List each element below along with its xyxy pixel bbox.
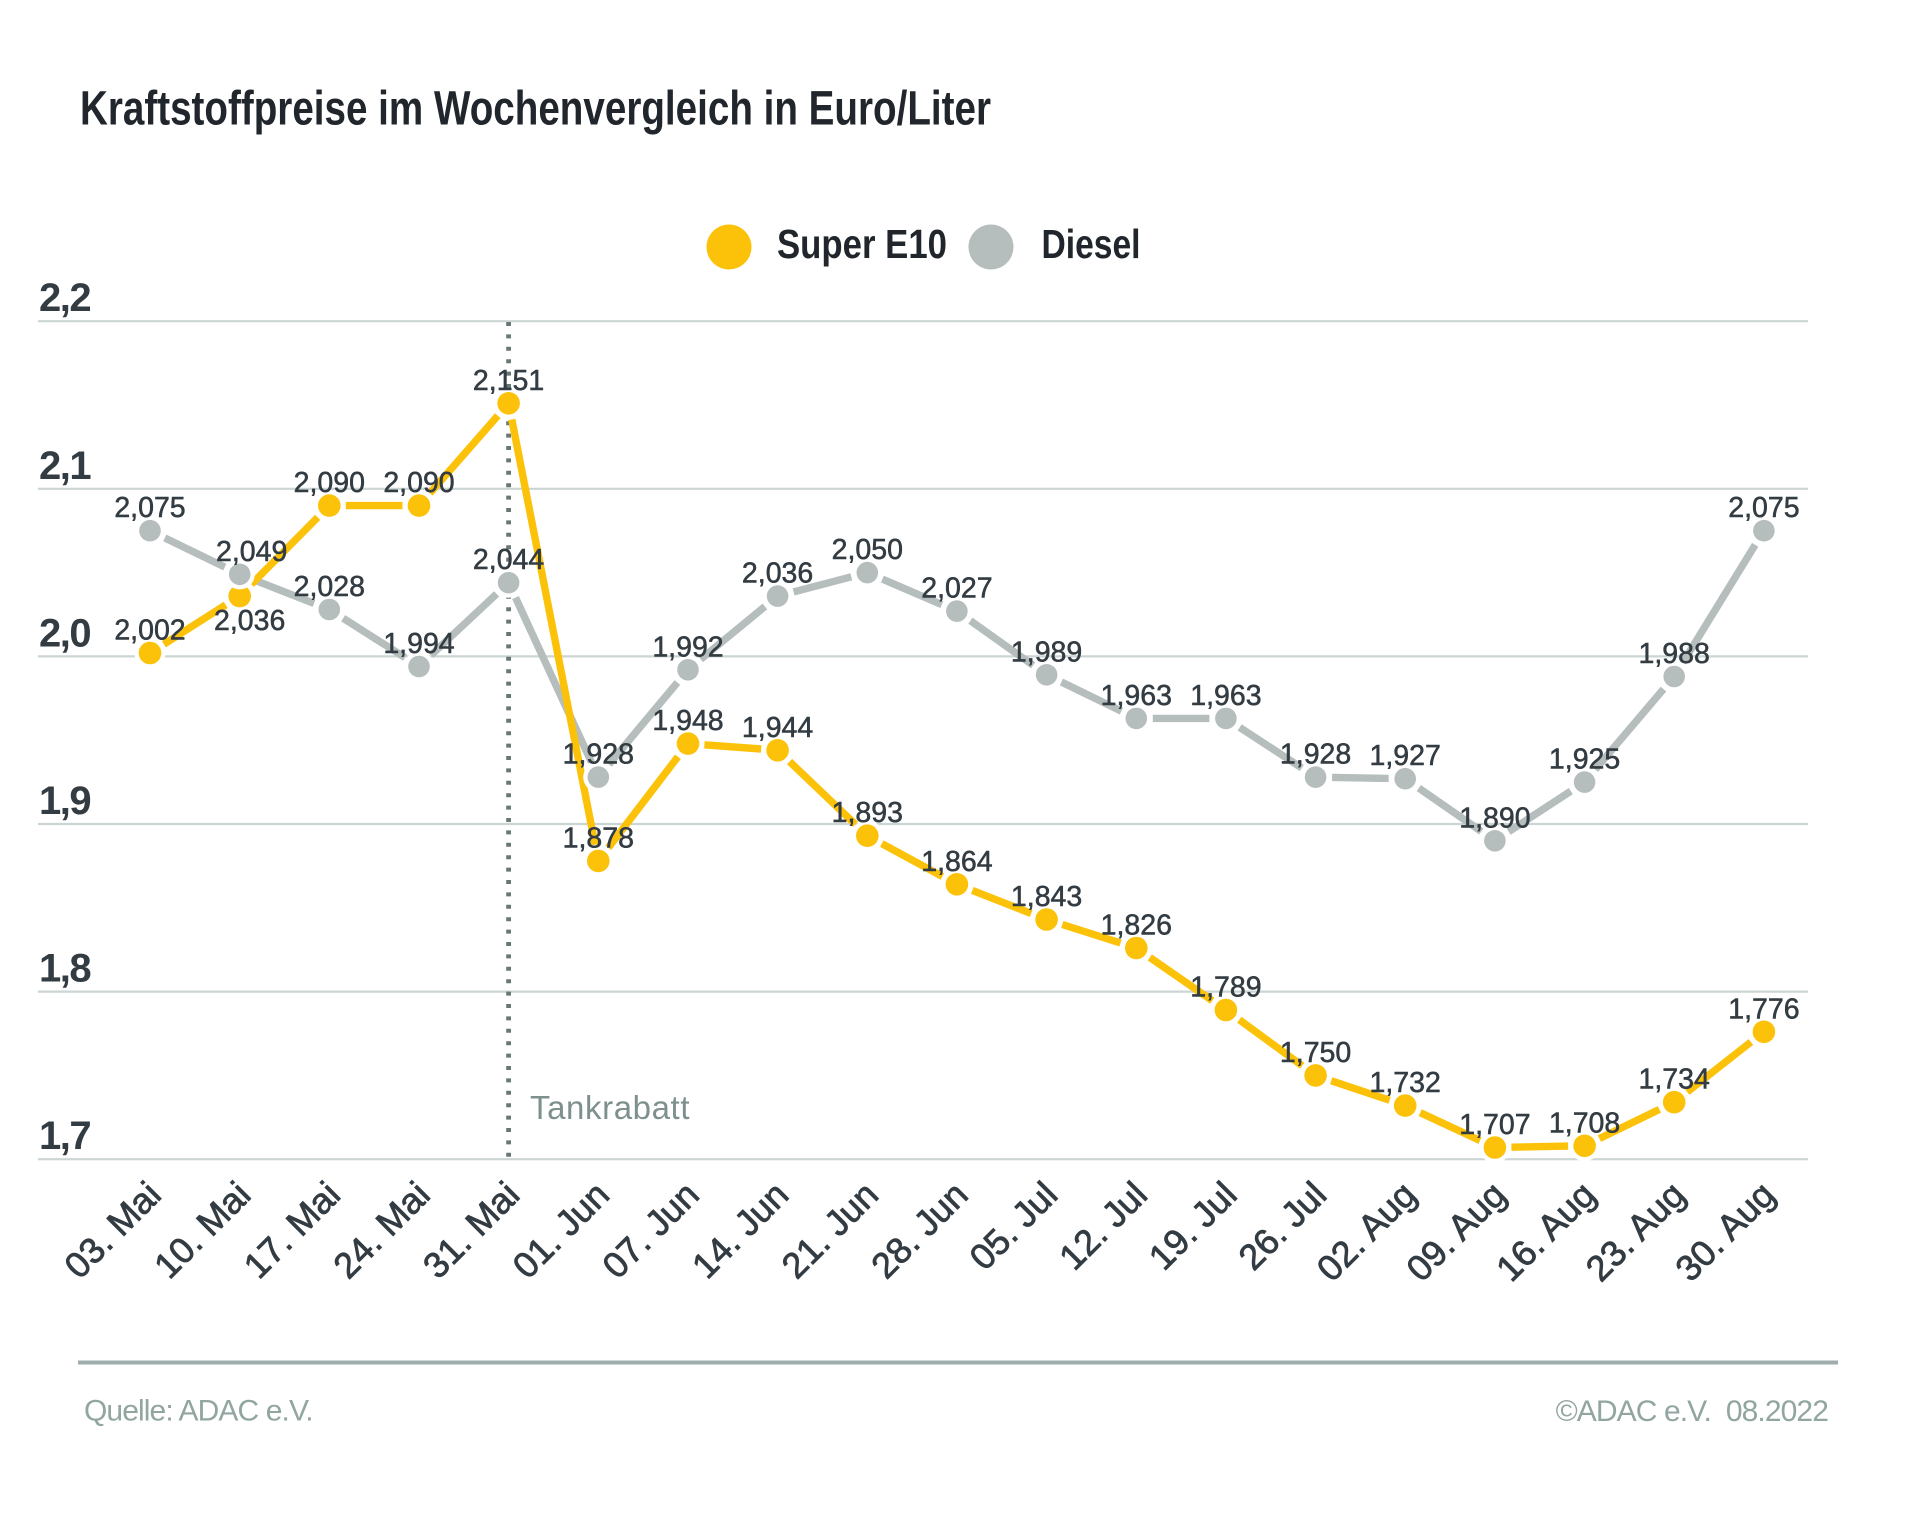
svg-text:1,989: 1,989 — [1011, 636, 1082, 668]
svg-text:2,2: 2,2 — [39, 276, 90, 320]
svg-text:2,049: 2,049 — [216, 536, 287, 568]
svg-text:©ADAC e.V. 08.2022: ©ADAC e.V. 08.2022 — [1556, 1395, 1829, 1428]
svg-text:2,075: 2,075 — [114, 492, 185, 524]
svg-text:2,002: 2,002 — [114, 615, 185, 647]
svg-text:2,027: 2,027 — [921, 573, 992, 605]
svg-text:1,963: 1,963 — [1190, 680, 1261, 712]
svg-text:1,944: 1,944 — [742, 712, 813, 744]
svg-text:1,928: 1,928 — [1280, 739, 1351, 771]
svg-text:1,7: 1,7 — [39, 1114, 90, 1158]
svg-text:1,708: 1,708 — [1549, 1107, 1620, 1139]
svg-text:1,927: 1,927 — [1370, 740, 1441, 772]
svg-text:1,992: 1,992 — [652, 631, 723, 663]
svg-text:1,843: 1,843 — [1011, 881, 1082, 913]
svg-text:2,090: 2,090 — [294, 467, 365, 499]
svg-text:1,928: 1,928 — [563, 739, 634, 771]
svg-text:2,050: 2,050 — [832, 534, 903, 566]
svg-text:2,036: 2,036 — [214, 605, 285, 637]
svg-text:2,036: 2,036 — [742, 558, 813, 590]
svg-text:2,028: 2,028 — [294, 571, 365, 603]
svg-text:1,826: 1,826 — [1101, 910, 1172, 942]
svg-text:2,1: 2,1 — [39, 444, 91, 488]
svg-text:1,925: 1,925 — [1549, 744, 1620, 776]
svg-text:Kraftstoffpreise im Wochenverg: Kraftstoffpreise im Wochenvergleich in E… — [80, 83, 991, 136]
svg-text:1,864: 1,864 — [921, 846, 992, 878]
svg-text:1,789: 1,789 — [1190, 972, 1261, 1004]
svg-text:1,734: 1,734 — [1639, 1064, 1710, 1096]
svg-text:2,151: 2,151 — [473, 365, 544, 397]
svg-text:Super E10: Super E10 — [777, 221, 947, 267]
svg-text:1,893: 1,893 — [832, 797, 903, 829]
svg-text:1,776: 1,776 — [1728, 993, 1799, 1025]
svg-text:2,0: 2,0 — [39, 611, 90, 655]
svg-text:1,707: 1,707 — [1459, 1109, 1530, 1141]
svg-text:1,732: 1,732 — [1370, 1067, 1441, 1099]
svg-text:1,890: 1,890 — [1459, 802, 1530, 834]
svg-text:Diesel: Diesel — [1042, 221, 1141, 267]
svg-text:1,9: 1,9 — [39, 779, 90, 823]
svg-text:1,963: 1,963 — [1101, 680, 1172, 712]
svg-text:1,994: 1,994 — [383, 628, 454, 660]
svg-text:1,878: 1,878 — [563, 822, 634, 854]
svg-text:2,090: 2,090 — [383, 467, 454, 499]
svg-text:1,948: 1,948 — [652, 705, 723, 737]
svg-text:Tankrabatt: Tankrabatt — [530, 1089, 690, 1126]
svg-text:1,750: 1,750 — [1280, 1037, 1351, 1069]
svg-text:2,044: 2,044 — [473, 544, 544, 576]
svg-text:Quelle: ADAC e.V.: Quelle: ADAC e.V. — [84, 1395, 313, 1428]
svg-text:2,075: 2,075 — [1728, 492, 1799, 524]
svg-text:1,8: 1,8 — [39, 947, 91, 991]
svg-text:1,988: 1,988 — [1639, 638, 1710, 670]
